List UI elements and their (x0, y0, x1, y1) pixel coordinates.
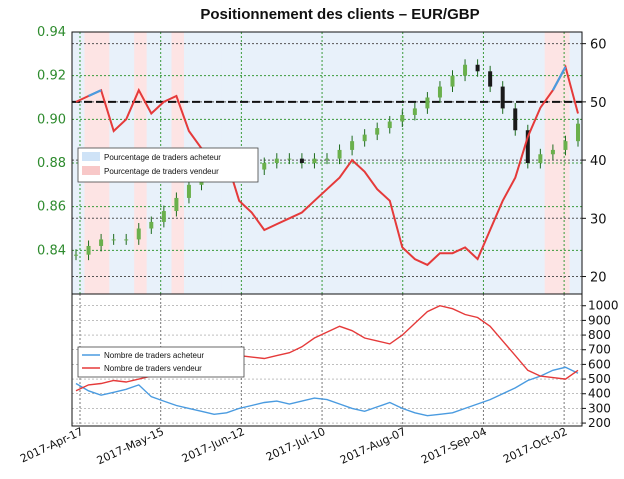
price-candle-body (550, 149, 555, 155)
x-axis-label: 2017-Sep-04 (419, 425, 489, 467)
sentiment-column (557, 32, 571, 294)
price-candle-body (525, 130, 530, 163)
sentiment-column (420, 32, 434, 294)
price-tick-label: 0.84 (37, 243, 66, 258)
price-candle-body (186, 184, 191, 198)
sentiment-column (544, 32, 558, 294)
price-candle-body (513, 108, 518, 131)
top-legend: Pourcentage de traders acheteur Pourcent… (77, 147, 259, 183)
percentage-tick-label: 50 (590, 96, 607, 111)
price-tick-label: 0.92 (37, 69, 66, 84)
price-candle-body (287, 158, 292, 160)
bottom-panel-frame (71, 293, 583, 427)
price-series (74, 59, 580, 261)
top-legend-box (77, 147, 259, 183)
price-candle-body (325, 158, 329, 160)
price-candle-body (500, 86, 505, 109)
x-axis-label: 2017-Jun-12 (180, 425, 247, 465)
price-candle-body (350, 141, 355, 150)
long-count-line (75, 366, 579, 417)
price-candle-body (437, 86, 442, 98)
price-candle-body (161, 211, 166, 222)
x-axis-labels: 2017-Apr-17 2017-May-15 2017-Jun-12 2017-Ju… (18, 425, 569, 467)
price-candle-body (450, 75, 455, 87)
price-candle-body (174, 197, 179, 212)
price-candle-body (149, 221, 154, 229)
price-candle-body (274, 158, 279, 163)
price-candle-body (425, 97, 430, 109)
count-tick-label: 800 (588, 328, 611, 342)
bottom-legend: Nombre de traders acheteur Nombre de tra… (77, 346, 245, 378)
price-candle-body (337, 149, 342, 159)
price-candle-body (463, 64, 468, 76)
count-tick-label: 300 (588, 401, 611, 415)
price-candle-body (538, 154, 543, 163)
price-tick-label: 0.86 (37, 200, 66, 215)
legend-swatch-long (82, 152, 100, 161)
count-tick-label: 1000 (588, 299, 619, 313)
legend-label-short-pct: Pourcentage de traders vendeur (104, 167, 219, 176)
price-candle-body (86, 245, 91, 255)
price-candle-body (299, 158, 304, 163)
short-percentage-line (75, 64, 579, 267)
price-candle-body (99, 239, 104, 246)
percentage-tick-label: 60 (590, 38, 607, 53)
price-candle-body (124, 239, 129, 241)
x-axis-label: 2017-May-15 (95, 425, 166, 467)
count-tick-label: 400 (588, 387, 611, 401)
count-tick-label: 500 (588, 372, 611, 386)
top-panel: 0.84 0.86 0.88 0.90 0.92 0.94 20 30 40 50 60 Pour… (37, 25, 607, 295)
count-tick-label: 700 (588, 343, 611, 357)
bottom-legend-box (77, 346, 245, 378)
legend-label-short-count: Nombre de traders vendeur (104, 364, 202, 373)
percentage-tick-label: 40 (590, 154, 607, 169)
percentage-tick-label: 30 (590, 212, 607, 227)
percentage-lines (75, 64, 579, 267)
chart-title: Positionnement des clients – EUR/GBP (200, 6, 479, 23)
sentiment-column (445, 32, 459, 294)
price-candle-body (362, 134, 367, 142)
price-candle-body (262, 163, 267, 170)
price-candle-body (412, 108, 417, 115)
price-candle-body (488, 71, 493, 87)
price-candle-body (576, 123, 580, 142)
short-percentage-highlight (88, 89, 102, 98)
price-candle-body (387, 121, 392, 129)
count-tick-label: 200 (588, 416, 611, 430)
price-tick-label: 0.90 (37, 112, 66, 127)
percentage-tick-label: 20 (590, 271, 607, 286)
x-axis-label: 2017-Oct-02 (501, 425, 569, 466)
price-candle-body (136, 228, 141, 240)
price-candle-body (375, 128, 380, 135)
percentage-axis: 20 30 40 50 60 (582, 38, 607, 286)
sentiment-column (432, 32, 446, 294)
count-tick-label: 600 (588, 357, 611, 371)
x-axis-label: 2017-Jul-10 (264, 425, 327, 464)
price-tick-label: 0.88 (37, 156, 66, 171)
price-candle-body (400, 114, 405, 122)
count-tick-label: 900 (588, 313, 611, 327)
legend-swatch-short (82, 166, 100, 175)
price-candle-body (74, 254, 78, 256)
price-candle-body (475, 64, 480, 72)
x-axis-label: 2017-Apr-17 (18, 425, 85, 466)
price-tick-label: 0.94 (37, 25, 66, 40)
price-candle-body (111, 239, 116, 241)
sentiment-column (407, 32, 421, 294)
price-candle-body (312, 158, 317, 163)
legend-label-long-count: Nombre de traders acheteur (104, 351, 204, 360)
x-axis-label: 2017-Aug-07 (338, 425, 408, 467)
price-candle-body (563, 141, 568, 150)
short-percentage-highlight (551, 66, 567, 91)
legend-label-long-pct: Pourcentage de traders acheteur (104, 153, 221, 162)
price-axis: 0.84 0.86 0.88 0.90 0.92 0.94 (37, 25, 66, 258)
